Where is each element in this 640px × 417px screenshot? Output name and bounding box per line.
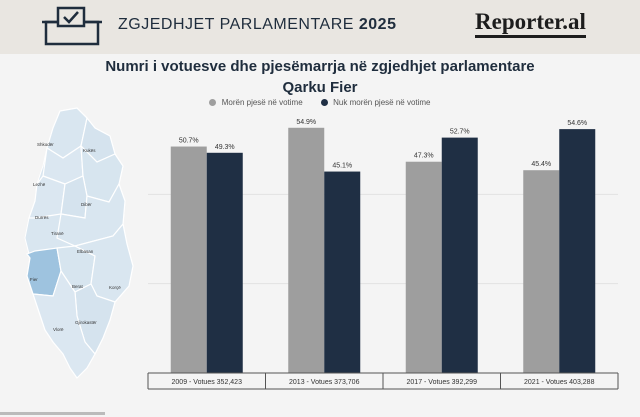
map-label-diber: Dibër	[81, 202, 92, 207]
brand-title: ZGJEDHJET PARLAMENTARE 2025	[118, 16, 396, 34]
data-label-not-voted-0: 49.3%	[215, 144, 235, 151]
map-label-shkoder: Shkodër	[37, 142, 54, 147]
header-bar: ZGJEDHJET PARLAMENTARE 2025 Reporter.al	[0, 0, 640, 54]
bar-not-voted-2	[441, 137, 478, 373]
map-label-vlore: Vlorë	[53, 327, 64, 332]
map-label-fier: Fier	[30, 277, 38, 282]
legend-label-voted: Morën pjesë në votime	[221, 98, 303, 107]
map-region-vlore	[32, 269, 96, 379]
chart-bars	[170, 127, 596, 373]
bar-not-voted-3	[559, 129, 596, 373]
legend-item-not-voted: Nuk morën pjesë në votime	[320, 98, 431, 107]
bar-voted-2	[405, 161, 442, 373]
map-region-korce	[73, 222, 134, 303]
data-label-voted-3: 45.4%	[531, 161, 551, 168]
map-label-kukes: Kukës	[83, 148, 96, 153]
bar-voted-1	[288, 127, 325, 373]
map-region-elbasan	[56, 182, 126, 247]
map-label-korce: Korçë	[109, 285, 121, 290]
legend-item-voted: Morën pjesë në votime	[209, 98, 303, 107]
data-label-voted-0: 50.7%	[179, 138, 199, 145]
bar-not-voted-1	[324, 171, 361, 373]
reporter-logo[interactable]: Reporter.al	[475, 10, 586, 38]
map-label-gjirokaster: Gjirokastër	[75, 320, 97, 325]
map-label-elbasan: Elbasan	[77, 249, 94, 254]
map-label-durres: Durrës	[35, 215, 49, 220]
chart-subtitle: Qarku Fier	[282, 79, 358, 96]
chart-legend: Morën pjesë në votime Nuk morën pjesë në…	[0, 98, 640, 107]
x-tick-label-3: 2021 - Votues 403,288	[524, 379, 595, 386]
bar-voted-3	[523, 170, 560, 373]
data-label-not-voted-1: 45.1%	[332, 163, 352, 170]
chart-data-labels: 50.7% 49.3% 54.9% 45.1% 47.3% 52.7% 45.4% 54.6%	[179, 119, 587, 170]
legend-label-not-voted: Nuk morën pjesë në votime	[333, 98, 431, 107]
chart-x-axis: 2009 - Votues 352,423 2013 - Votues 373,7…	[147, 372, 619, 390]
chart-title: Numri i votuesve dhe pjesëmarrja në zgje…	[105, 58, 535, 75]
x-tick-label-1: 2013 - Votues 373,706	[289, 379, 360, 386]
data-label-not-voted-2: 52.7%	[450, 129, 470, 136]
x-tick-label-0: 2009 - Votues 352,423	[172, 379, 243, 386]
legend-swatch-voted	[209, 99, 217, 107]
map-label-tirane: Tiranë	[51, 231, 64, 236]
data-label-voted-1: 54.9%	[296, 119, 316, 126]
data-label-not-voted-3: 54.6%	[567, 120, 587, 127]
albania-map: Shkodër Kukës Lezhë Dibër Durrës Tiranë …	[24, 107, 134, 379]
brand-title-text: ZGJEDHJET PARLAMENTARE	[118, 16, 354, 33]
bar-not-voted-0	[206, 152, 243, 373]
map-label-berat: Berat	[72, 284, 84, 289]
data-label-voted-2: 47.3%	[414, 153, 434, 160]
bar-voted-0	[170, 146, 207, 373]
legend-swatch-not-voted	[320, 99, 328, 107]
brand-title-year: 2025	[358, 16, 397, 33]
x-tick-label-2: 2017 - Votues 392,299	[407, 379, 478, 386]
footer-divider	[0, 412, 105, 415]
ballot-box-icon	[42, 6, 102, 46]
map-label-lezhe: Lezhë	[33, 182, 46, 187]
